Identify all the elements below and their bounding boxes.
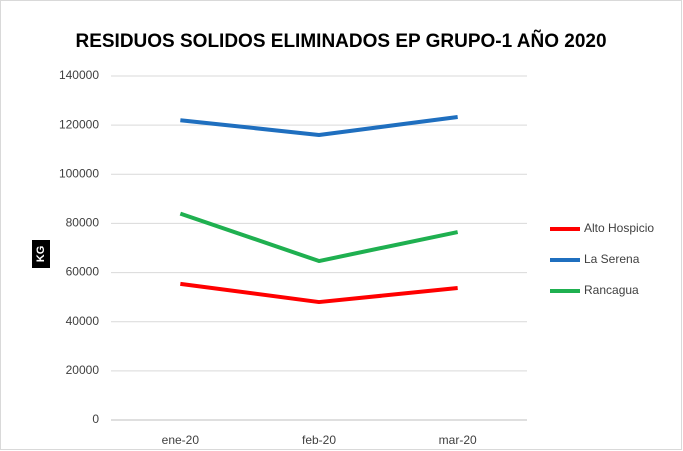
data-line <box>180 115 458 137</box>
legend-label: Alto Hospicio <box>584 221 654 235</box>
data-line <box>179 211 459 264</box>
y-tick-label: 80000 <box>66 216 100 230</box>
y-tick-label: 20000 <box>66 363 100 377</box>
x-tick-label: ene-20 <box>162 433 200 447</box>
x-tick-label: feb-20 <box>302 433 336 447</box>
y-tick-label: 140000 <box>59 68 99 82</box>
legend-label: Rancagua <box>584 283 639 297</box>
y-tick-label: 60000 <box>66 265 100 279</box>
y-axis-label: KG <box>35 246 47 263</box>
data-line <box>180 281 458 305</box>
x-tick-label: mar-20 <box>439 433 477 447</box>
chart-title: RESIDUOS SOLIDOS ELIMINADOS EP GRUPO-1 A… <box>75 30 606 52</box>
y-tick-label: 40000 <box>66 314 100 328</box>
legend-label: La Serena <box>584 252 640 266</box>
y-label-box <box>32 240 50 268</box>
y-tick-label: 0 <box>92 412 99 426</box>
y-tick-label: 100000 <box>59 166 99 180</box>
y-tick-label: 120000 <box>59 117 99 131</box>
